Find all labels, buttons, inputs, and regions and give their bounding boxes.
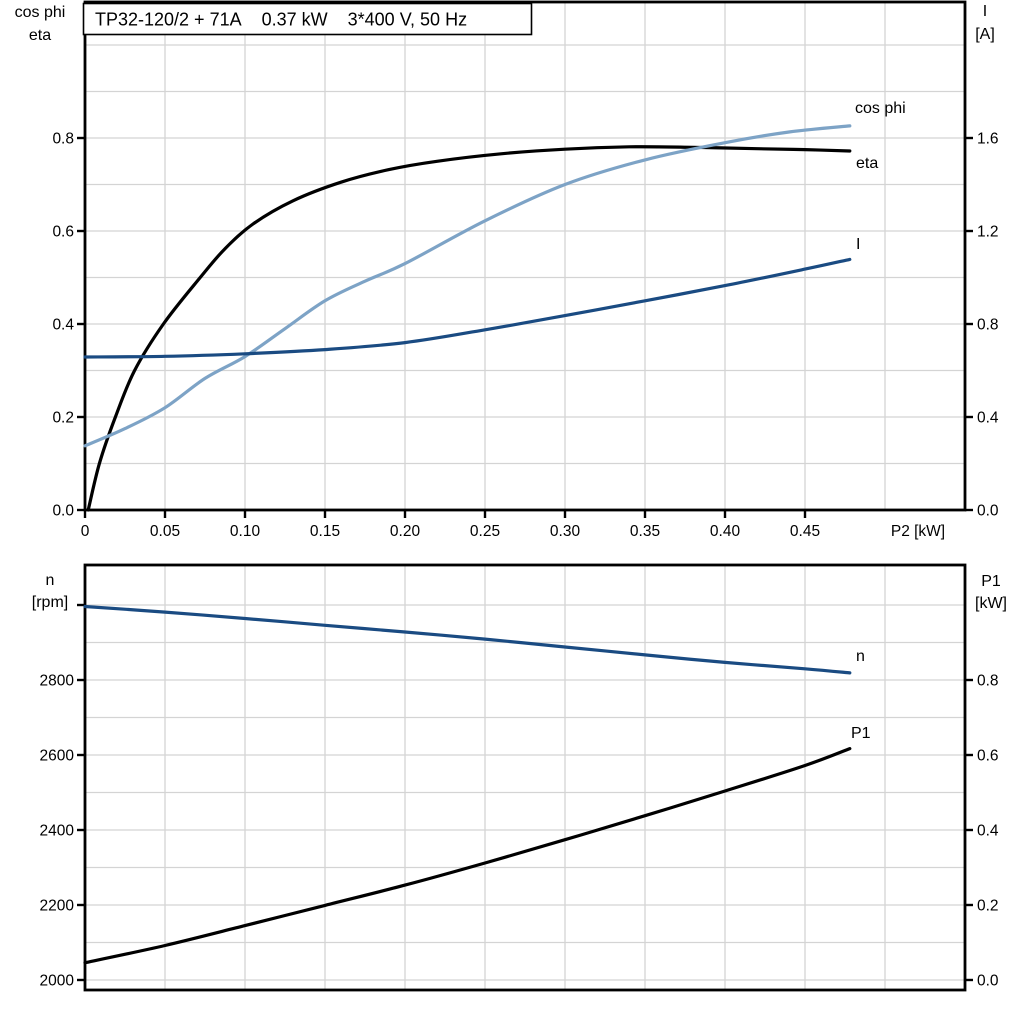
left-tick-label: 2600	[40, 748, 75, 765]
ticks-and-labels: 0.0 0.2 0.4 0.6 0.8 0.0 0.4 0.8 1.2 1.6 0 0.05 0.10 0…	[52, 131, 998, 540]
chart-speed-power: 2000 2200 2400 2600 2800 0.0 0.2 0.4 0.6 0.8 n P1	[40, 563, 999, 992]
x-axis-unit-label: P2 [kW]	[891, 523, 945, 540]
curve-label-n: n	[856, 648, 865, 665]
bottom-tick-label: 0	[81, 523, 90, 540]
curves: n P1	[83, 604, 871, 965]
top-left-axis-label-line1: cos phi	[15, 4, 66, 21]
top-right-axis-label-line2: [A]	[975, 26, 995, 43]
chart-title-box: TP32-120/2 + 71A 0.37 kW 3*400 V, 50 Hz	[82, 2, 533, 36]
bottom-tick-label: 0.35	[630, 523, 660, 540]
axis-frame	[83, 0, 967, 512]
curve-n	[83, 604, 852, 675]
left-tick-label: 0.2	[52, 410, 74, 427]
left-tick-label: 2200	[40, 897, 75, 914]
curve-label-P1: P1	[851, 725, 871, 742]
right-tick-label: 1.2	[977, 224, 999, 241]
chart-title-part: 3*400 V, 50 Hz	[348, 10, 467, 30]
top-left-axis-label-line2: eta	[29, 27, 51, 44]
plot-area	[85, 565, 965, 990]
chart-title-border	[82, 2, 533, 36]
left-tick-label: 2400	[40, 822, 75, 839]
gridlines	[85, 565, 965, 990]
right-tick-label: 0.8	[977, 673, 999, 690]
curve-label-I: I	[856, 236, 860, 253]
axis-frame	[83, 563, 967, 992]
left-tick-label: 2000	[40, 972, 75, 989]
ticks-and-labels: 2000 2200 2400 2600 2800 0.0 0.2 0.4 0.6 0.8	[40, 603, 999, 989]
bottom-tick-label: 0.40	[710, 523, 741, 540]
left-tick-label: 0.4	[52, 317, 74, 334]
chart-electrical: 0.0 0.2 0.4 0.6 0.8 0.0 0.4 0.8 1.2 1.6 0 0.05 0.10 0…	[52, 0, 999, 540]
bottom-tick-label: 0.30	[550, 523, 581, 540]
axis-corner-labels: cos phi eta I [A] n [rpm] P1 [kW]	[15, 3, 1007, 612]
bottom-left-axis-label-line1: n	[46, 572, 55, 589]
gridlines	[85, 2, 965, 510]
top-right-axis-label-line1: I	[983, 3, 987, 20]
left-tick-label: 2800	[40, 673, 75, 690]
right-tick-label: 1.6	[977, 131, 999, 148]
charts-layer: 0.0 0.2 0.4 0.6 0.8 0.0 0.4 0.8 1.2 1.6 0 0.05 0.10 0…	[40, 0, 999, 992]
right-tick-label: 0.0	[977, 503, 999, 520]
bottom-tick-label: 0.45	[790, 523, 820, 540]
plot-area	[85, 2, 965, 510]
right-tick-label: 0.4	[977, 410, 999, 427]
curve-label-eta: eta	[856, 155, 878, 172]
bottom-tick-label: 0.10	[230, 523, 261, 540]
right-tick-label: 0.0	[977, 972, 999, 989]
curve-I	[83, 257, 852, 359]
bottom-right-axis-label-line1: P1	[981, 573, 1001, 590]
curve-cos-phi	[83, 124, 852, 448]
right-tick-label: 0.8	[977, 317, 999, 334]
left-tick-label: 0.6	[52, 224, 74, 241]
bottom-left-axis-label-line2: [rpm]	[32, 594, 68, 611]
left-tick-label: 0.0	[52, 503, 74, 520]
left-tick-label: 0.8	[52, 131, 74, 148]
bottom-tick-label: 0.05	[150, 523, 180, 540]
right-tick-label: 0.2	[977, 897, 999, 914]
curve-label-cos-phi: cos phi	[855, 100, 906, 117]
right-tick-label: 0.4	[977, 822, 999, 839]
bottom-tick-label: 0.25	[470, 523, 500, 540]
chart-title-part: 0.37 kW	[262, 10, 328, 30]
chart-title: TP32-120/2 + 71A 0.37 kW 3*400 V, 50 Hz	[95, 10, 467, 30]
bottom-tick-label: 0.20	[390, 523, 421, 540]
curve-eta	[86, 145, 852, 512]
curve-P1	[83, 747, 852, 965]
bottom-right-axis-label-line2: [kW]	[975, 595, 1007, 612]
bottom-tick-label: 0.15	[310, 523, 340, 540]
right-tick-label: 0.6	[977, 748, 999, 765]
curves: eta cos phi I	[83, 100, 906, 512]
chart-title-part: TP32-120/2 + 71A	[95, 10, 242, 30]
